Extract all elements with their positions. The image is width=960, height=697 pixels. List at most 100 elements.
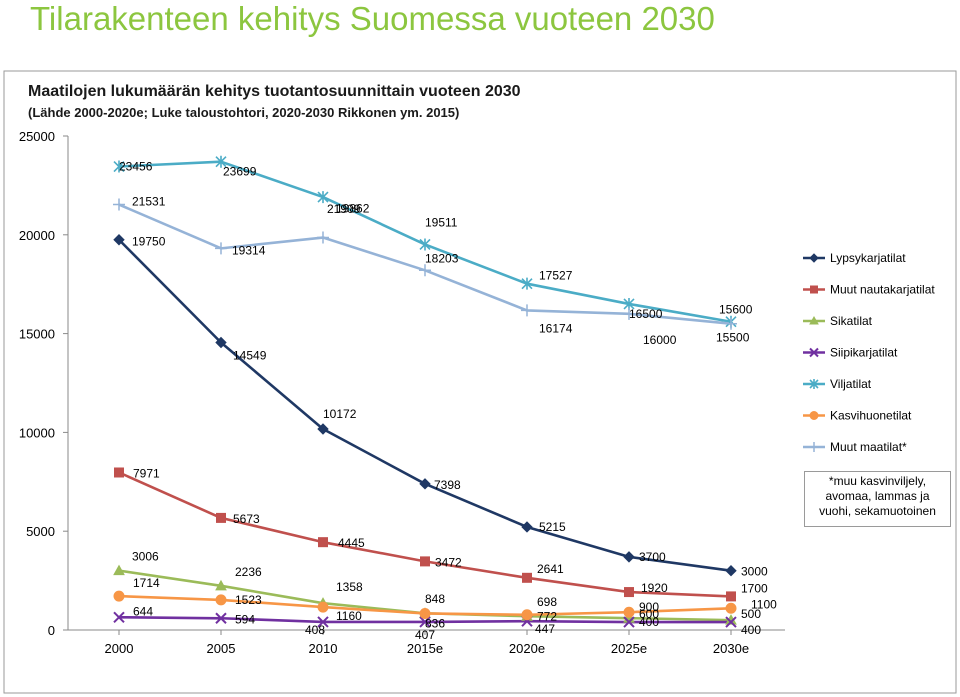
annotation-box: *muu kasvinviljely, avomaa, lammas ja vu… bbox=[804, 471, 951, 527]
data-point bbox=[215, 242, 227, 255]
data-label: 1714 bbox=[133, 576, 160, 590]
y-tick-label: 20000 bbox=[19, 228, 55, 243]
data-point bbox=[809, 315, 819, 325]
data-point bbox=[521, 277, 533, 290]
data-point bbox=[317, 616, 329, 628]
data-label: 19750 bbox=[132, 235, 166, 249]
data-point bbox=[809, 411, 819, 420]
data-point bbox=[215, 612, 227, 624]
data-point bbox=[725, 616, 737, 628]
y-tick-label: 10000 bbox=[19, 425, 55, 440]
data-label: 4445 bbox=[338, 536, 365, 550]
data-point bbox=[317, 601, 329, 613]
data-label: 1523 bbox=[235, 593, 262, 607]
data-point bbox=[419, 478, 431, 490]
legend-entry: Lypsykarjatilat bbox=[830, 251, 906, 265]
legend-entry: Kasvihuonetilat bbox=[830, 409, 912, 423]
data-point bbox=[419, 264, 431, 277]
data-point bbox=[809, 347, 819, 358]
data-label: 7398 bbox=[434, 478, 461, 492]
data-label: 3700 bbox=[639, 550, 666, 564]
data-label: 3472 bbox=[435, 555, 462, 569]
page-heading: Tilarakenteen kehitys Suomessa vuoteen 2… bbox=[30, 0, 715, 37]
data-label: 10172 bbox=[323, 407, 357, 421]
data-point bbox=[725, 317, 737, 330]
data-point bbox=[521, 609, 533, 621]
data-point bbox=[623, 551, 635, 563]
data-label: 3006 bbox=[132, 550, 159, 564]
data-point bbox=[420, 556, 430, 567]
data-label: 21531 bbox=[132, 195, 166, 209]
data-point bbox=[419, 607, 431, 619]
data-label: 5673 bbox=[233, 512, 260, 526]
data-label: 19862 bbox=[336, 202, 370, 216]
data-label: 772 bbox=[537, 610, 557, 624]
data-point bbox=[623, 606, 635, 618]
y-tick-label: 15000 bbox=[19, 327, 55, 342]
data-point bbox=[113, 611, 125, 623]
data-label: 5215 bbox=[539, 520, 566, 534]
data-label: 848 bbox=[425, 592, 445, 606]
chart-frame bbox=[3, 70, 957, 694]
data-label: 23699 bbox=[223, 165, 257, 179]
chart-title: Maatilojen lukumäärän kehitys tuotantosu… bbox=[28, 83, 521, 100]
data-label: 400 bbox=[741, 623, 761, 637]
data-label: 644 bbox=[133, 604, 153, 618]
data-label: 19511 bbox=[425, 215, 458, 229]
data-point bbox=[809, 253, 819, 263]
data-point bbox=[623, 307, 635, 320]
data-label: 15600 bbox=[719, 303, 753, 317]
data-point bbox=[809, 442, 819, 452]
data-label: 400 bbox=[639, 615, 659, 629]
data-label: 18203 bbox=[425, 251, 459, 265]
data-label: 16500 bbox=[629, 307, 663, 321]
data-label: 900 bbox=[639, 600, 659, 614]
data-label: 3000 bbox=[741, 565, 768, 579]
x-tick-label: 2010 bbox=[309, 641, 338, 656]
data-point bbox=[318, 537, 328, 548]
x-tick-label: 2005 bbox=[207, 641, 236, 656]
data-label: 1920 bbox=[641, 581, 668, 595]
data-point bbox=[113, 234, 125, 246]
data-point bbox=[114, 467, 124, 478]
data-point bbox=[113, 160, 125, 173]
data-label: 1100 bbox=[751, 597, 777, 611]
data-label: 1358 bbox=[336, 580, 363, 594]
data-point bbox=[521, 304, 533, 317]
data-label: 1700 bbox=[741, 581, 768, 595]
x-tick-label: 2020e bbox=[509, 641, 545, 656]
legend-entry: Muut nautakarjatilat bbox=[830, 283, 935, 297]
data-point bbox=[725, 565, 737, 577]
data-point bbox=[522, 572, 532, 583]
data-label: 23456 bbox=[119, 160, 153, 174]
data-point bbox=[317, 191, 329, 204]
data-point bbox=[725, 602, 737, 614]
data-label: 500 bbox=[741, 607, 761, 621]
data-label: 2236 bbox=[235, 565, 262, 579]
y-tick-label: 0 bbox=[48, 623, 55, 638]
data-label: 698 bbox=[537, 595, 557, 609]
x-tick-label: 2030e bbox=[713, 641, 749, 656]
data-point bbox=[623, 616, 635, 628]
data-point bbox=[810, 285, 818, 294]
data-point bbox=[113, 198, 125, 211]
y-tick-label: 25000 bbox=[19, 129, 55, 144]
data-label: 600 bbox=[639, 607, 659, 621]
data-point bbox=[317, 423, 329, 435]
data-label: 407 bbox=[415, 628, 435, 642]
data-point bbox=[113, 564, 125, 576]
data-point bbox=[419, 238, 431, 251]
y-tick-label: 5000 bbox=[26, 524, 55, 539]
x-tick-label: 2015e bbox=[407, 641, 443, 656]
data-point bbox=[216, 512, 226, 523]
data-label: 16000 bbox=[643, 333, 677, 347]
data-label: 836 bbox=[425, 616, 445, 630]
data-label: 594 bbox=[235, 612, 255, 626]
data-label: 14549 bbox=[233, 349, 267, 363]
data-point bbox=[113, 590, 125, 602]
data-label: 447 bbox=[535, 622, 555, 636]
chart-subtitle: (Lähde 2000-2020e; Luke taloustohtori, 2… bbox=[28, 105, 459, 120]
data-point bbox=[215, 155, 227, 168]
data-label: 19314 bbox=[232, 243, 266, 257]
